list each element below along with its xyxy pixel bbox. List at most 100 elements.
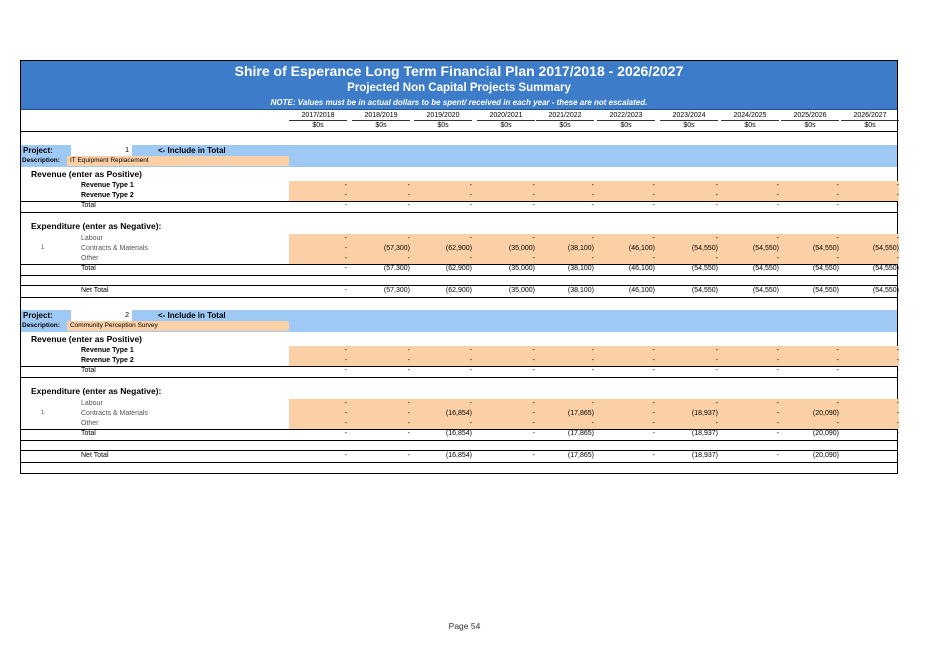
contracts-materials-value[interactable]: (35,000): [508, 245, 535, 252]
revenue-type-1-value[interactable]: -: [652, 182, 655, 189]
revenue-type-1-value[interactable]: -: [344, 182, 347, 189]
net-total-value[interactable]: (54,550): [752, 287, 779, 294]
expenditure-total-value[interactable]: -: [407, 430, 410, 437]
revenue-type-1-value[interactable]: -: [896, 182, 899, 189]
contracts-materials-value[interactable]: (38,100): [567, 245, 594, 252]
contracts-materials-value[interactable]: (18,937): [691, 410, 718, 417]
revenue-total-value[interactable]: -: [407, 367, 410, 374]
net-total-value[interactable]: (54,550): [691, 287, 718, 294]
revenue-total-value[interactable]: -: [407, 202, 410, 209]
other-value[interactable]: -: [407, 255, 410, 262]
revenue-type-2-value[interactable]: -: [652, 357, 655, 364]
labour-value[interactable]: -: [344, 235, 347, 242]
net-total-value[interactable]: -: [407, 452, 410, 459]
revenue-total-value[interactable]: -: [652, 202, 655, 209]
other-value[interactable]: -: [469, 255, 472, 262]
expenditure-total-value[interactable]: (54,550): [812, 265, 839, 272]
revenue-type-1-value[interactable]: -: [776, 347, 779, 354]
net-total-value[interactable]: (38,100): [567, 287, 594, 294]
labour-value[interactable]: -: [591, 235, 594, 242]
other-value[interactable]: -: [896, 420, 899, 427]
revenue-type-2-value[interactable]: -: [896, 357, 899, 364]
expenditure-total-value[interactable]: -: [344, 265, 347, 272]
contracts-materials-value[interactable]: (20,090): [812, 410, 839, 417]
revenue-type-2-value[interactable]: -: [776, 192, 779, 199]
revenue-total-value[interactable]: -: [836, 202, 839, 209]
revenue-type-1-value[interactable]: -: [715, 182, 718, 189]
labour-value[interactable]: -: [407, 400, 410, 407]
revenue-type-1-value[interactable]: -: [407, 347, 410, 354]
revenue-type-2-value[interactable]: -: [591, 192, 594, 199]
revenue-type-2-value[interactable]: -: [344, 357, 347, 364]
labour-value[interactable]: -: [836, 400, 839, 407]
revenue-total-value[interactable]: -: [532, 367, 535, 374]
other-value[interactable]: -: [344, 255, 347, 262]
labour-value[interactable]: -: [896, 235, 899, 242]
contracts-materials-value[interactable]: -: [652, 410, 655, 417]
revenue-total-value[interactable]: -: [715, 367, 718, 374]
project-description-input[interactable]: Community Perception Survey: [67, 321, 289, 331]
contracts-materials-value[interactable]: -: [407, 410, 410, 417]
labour-value[interactable]: -: [836, 235, 839, 242]
revenue-type-2-value[interactable]: -: [532, 357, 535, 364]
revenue-type-1-value[interactable]: -: [469, 182, 472, 189]
contracts-materials-value[interactable]: (17,865): [567, 410, 594, 417]
labour-value[interactable]: -: [652, 400, 655, 407]
net-total-value[interactable]: -: [344, 287, 347, 294]
project-description-input[interactable]: IT Equipment Replacement: [67, 156, 289, 166]
revenue-type-2-value[interactable]: -: [715, 357, 718, 364]
revenue-type-1-value[interactable]: -: [896, 347, 899, 354]
revenue-total-value[interactable]: -: [776, 367, 779, 374]
net-total-value[interactable]: -: [896, 452, 899, 459]
labour-value[interactable]: -: [469, 235, 472, 242]
net-total-value[interactable]: (35,000): [508, 287, 535, 294]
other-value[interactable]: -: [469, 420, 472, 427]
revenue-type-1-value[interactable]: -: [836, 182, 839, 189]
other-value[interactable]: -: [652, 255, 655, 262]
net-total-value[interactable]: (57,300): [383, 287, 410, 294]
other-value[interactable]: -: [532, 420, 535, 427]
contracts-materials-value[interactable]: (54,550): [691, 245, 718, 252]
net-total-value[interactable]: (46,100): [628, 287, 655, 294]
revenue-total-value[interactable]: -: [652, 367, 655, 374]
revenue-type-1-value[interactable]: -: [469, 347, 472, 354]
other-value[interactable]: -: [591, 420, 594, 427]
other-value[interactable]: -: [344, 420, 347, 427]
labour-value[interactable]: -: [407, 235, 410, 242]
labour-value[interactable]: -: [344, 400, 347, 407]
expenditure-total-value[interactable]: (57,300): [383, 265, 410, 272]
revenue-type-1-value[interactable]: -: [836, 347, 839, 354]
net-total-value[interactable]: (18,937): [691, 452, 718, 459]
contracts-materials-value[interactable]: (16,854): [445, 410, 472, 417]
revenue-total-value[interactable]: -: [469, 367, 472, 374]
expenditure-total-value[interactable]: (54,550): [752, 265, 779, 272]
revenue-total-value[interactable]: -: [344, 367, 347, 374]
expenditure-total-value[interactable]: (18,937): [691, 430, 718, 437]
other-value[interactable]: -: [836, 420, 839, 427]
revenue-total-value[interactable]: -: [591, 367, 594, 374]
net-total-value[interactable]: (54,550): [812, 287, 839, 294]
revenue-type-2-value[interactable]: -: [652, 192, 655, 199]
labour-value[interactable]: -: [896, 400, 899, 407]
contracts-materials-value[interactable]: (57,300): [383, 245, 410, 252]
labour-value[interactable]: -: [591, 400, 594, 407]
contracts-materials-value[interactable]: -: [532, 410, 535, 417]
revenue-type-2-value[interactable]: -: [407, 192, 410, 199]
expenditure-total-value[interactable]: -: [776, 430, 779, 437]
revenue-total-value[interactable]: -: [715, 202, 718, 209]
other-value[interactable]: -: [715, 255, 718, 262]
revenue-type-1-value[interactable]: -: [591, 347, 594, 354]
net-total-value[interactable]: -: [776, 452, 779, 459]
revenue-type-1-value[interactable]: -: [715, 347, 718, 354]
revenue-total-value[interactable]: -: [591, 202, 594, 209]
revenue-total-value[interactable]: -: [836, 367, 839, 374]
contracts-materials-value[interactable]: (54,550): [872, 245, 899, 252]
revenue-type-2-value[interactable]: -: [591, 357, 594, 364]
expenditure-total-value[interactable]: (16,854): [445, 430, 472, 437]
other-value[interactable]: -: [652, 420, 655, 427]
expenditure-total-value[interactable]: -: [532, 430, 535, 437]
revenue-type-2-value[interactable]: -: [407, 357, 410, 364]
contracts-materials-value[interactable]: -: [344, 410, 347, 417]
other-value[interactable]: -: [591, 255, 594, 262]
other-value[interactable]: -: [532, 255, 535, 262]
